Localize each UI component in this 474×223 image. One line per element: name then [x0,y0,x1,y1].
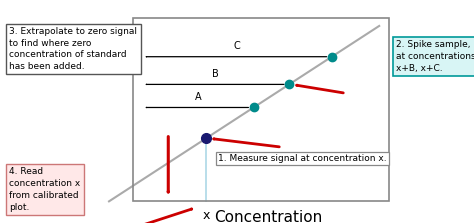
Text: Concentration: Concentration [214,210,322,223]
Text: 2. Spike sample, measure
at concentrations x+A,
x+B, x+C.: 2. Spike sample, measure at concentratio… [396,40,474,73]
Text: 4. Read
concentration x
from calibrated
plot.: 4. Read concentration x from calibrated … [9,167,81,212]
Text: 1. Measure signal at concentration x.: 1. Measure signal at concentration x. [218,154,387,163]
Text: B: B [212,69,219,79]
Bar [133,18,389,201]
Text: C: C [234,41,240,51]
Text: 3. Extrapolate to zero signal
to find where zero
concentration of standard
has b: 3. Extrapolate to zero signal to find wh… [9,27,137,71]
Text: x: x [202,209,210,221]
Text: A: A [195,92,201,102]
